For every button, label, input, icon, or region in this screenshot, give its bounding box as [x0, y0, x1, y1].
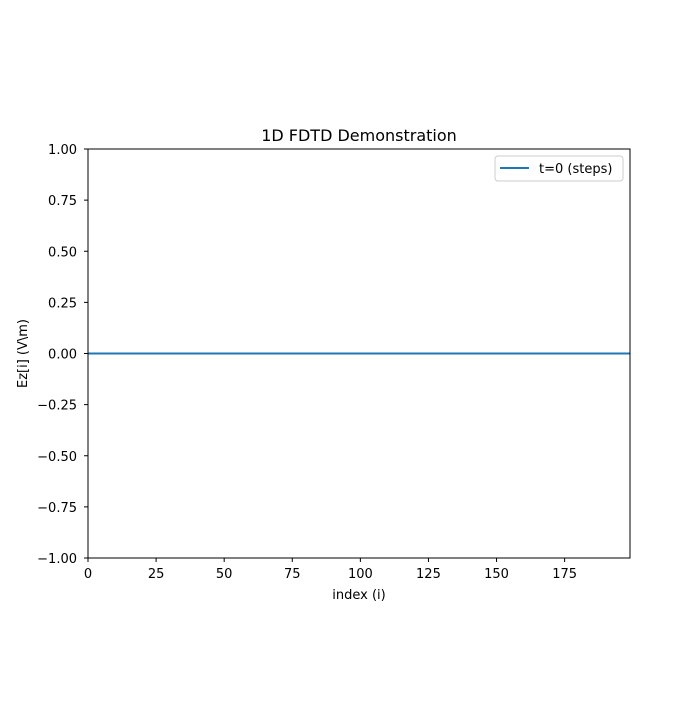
x-tick-label-6: 150 [484, 567, 509, 582]
legend-frame [494, 155, 624, 182]
y-tick-label-8: 1.00 [48, 143, 77, 158]
x-tick-label-4: 100 [348, 567, 373, 582]
legend-label-t0: t=0 (steps) [539, 162, 612, 177]
y-axis-label: Ez[i] (V\m) [16, 319, 31, 388]
y-tick-label-6: 0.50 [48, 245, 77, 260]
y-tick-label-7: 0.75 [48, 194, 77, 209]
x-axis: 0 25 50 75 100 125 150 175 [84, 558, 577, 582]
chart-title: 1D FDTD Demonstration [261, 126, 457, 145]
x-tick-label-3: 75 [284, 567, 301, 582]
y-tick-label-0: −1.00 [37, 552, 77, 567]
y-tick-label-5: 0.25 [48, 296, 77, 311]
y-tick-label-1: −0.75 [37, 501, 77, 516]
x-tick-label-1: 25 [148, 567, 165, 582]
x-tick-label-2: 50 [216, 567, 233, 582]
legend: t=0 (steps) [494, 155, 624, 182]
x-tick-label-5: 125 [416, 567, 441, 582]
x-tick-label-0: 0 [84, 567, 92, 582]
y-tick-label-2: −0.50 [37, 450, 77, 465]
y-tick-label-3: −0.25 [37, 399, 77, 414]
y-tick-label-4: 0.00 [48, 348, 77, 363]
y-axis: −1.00 −0.75 −0.50 −0.25 0.00 0.25 0.50 0.75 1.00 [37, 143, 88, 567]
x-tick-label-7: 175 [552, 567, 577, 582]
plot-area [87, 148, 631, 559]
x-axis-label: index (i) [332, 588, 385, 603]
